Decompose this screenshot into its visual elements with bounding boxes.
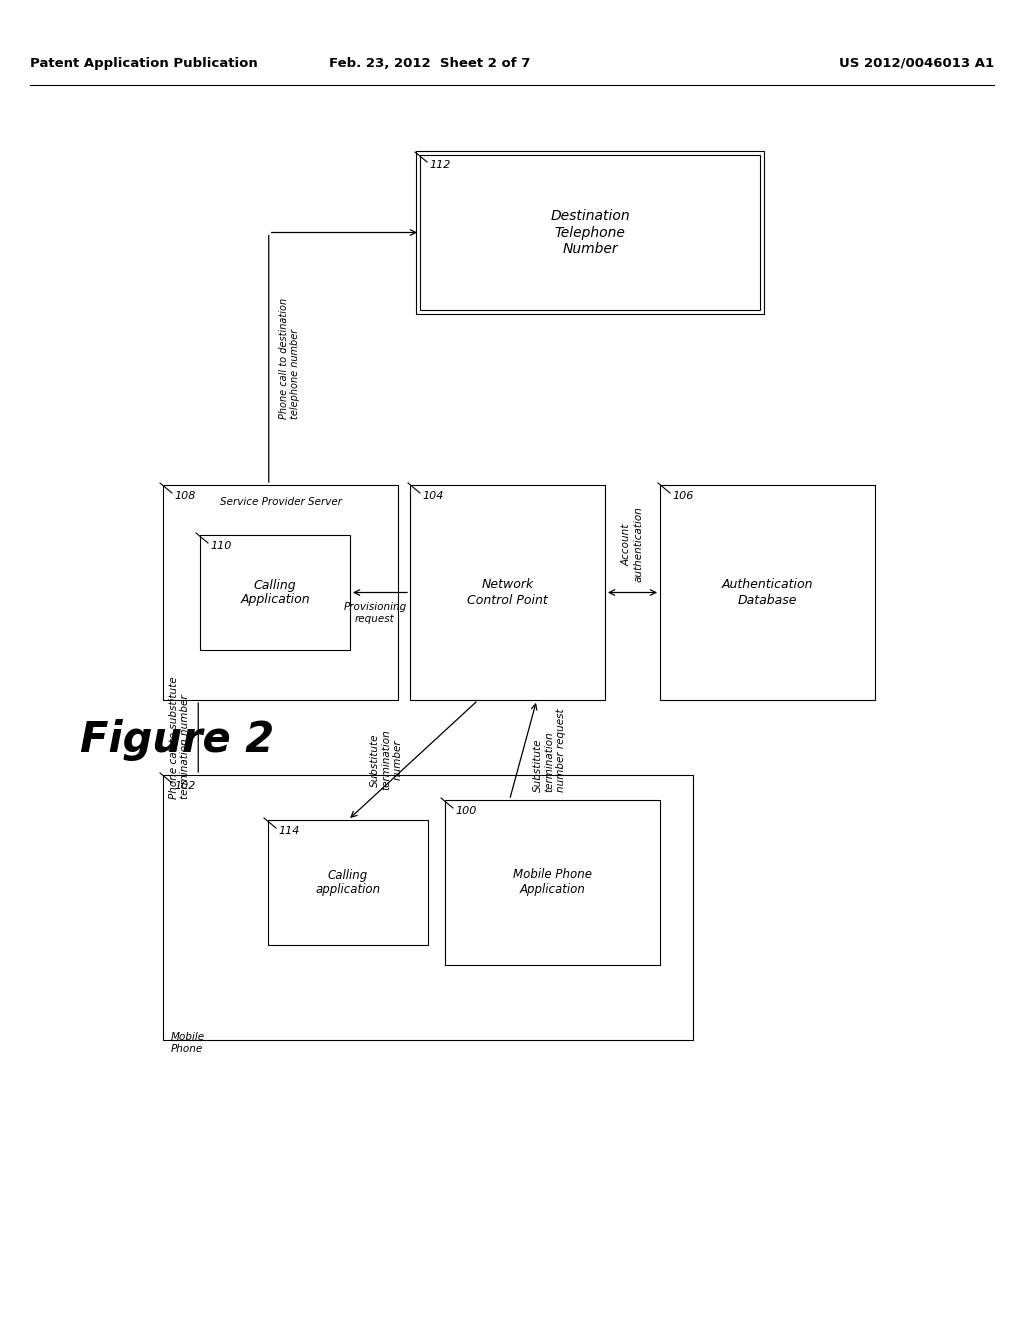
Text: Mobile
Phone: Mobile Phone — [171, 1032, 205, 1053]
Text: Calling
application: Calling application — [315, 869, 381, 896]
Bar — [163, 775, 693, 1040]
Text: Provisioning
request: Provisioning request — [343, 602, 407, 624]
Bar — [420, 154, 760, 310]
Text: Authentication
Database: Authentication Database — [722, 578, 813, 606]
Text: 100: 100 — [455, 807, 476, 816]
Text: Mobile Phone
Application: Mobile Phone Application — [513, 869, 592, 896]
Bar — [410, 484, 605, 700]
Text: Network
Control Point: Network Control Point — [467, 578, 548, 606]
Text: Service Provider Server: Service Provider Server — [219, 498, 341, 507]
Text: US 2012/0046013 A1: US 2012/0046013 A1 — [839, 57, 994, 70]
Text: 114: 114 — [278, 826, 299, 836]
Text: 106: 106 — [672, 491, 693, 502]
Bar — [445, 800, 660, 965]
Bar — [660, 484, 874, 700]
Text: Substitute
termination
number request: Substitute termination number request — [534, 709, 566, 792]
Text: 108: 108 — [174, 491, 196, 502]
Text: Substitute
termination
number: Substitute termination number — [370, 730, 403, 791]
Text: Account
authentication: Account authentication — [622, 507, 643, 582]
Text: 110: 110 — [210, 541, 231, 550]
Text: Figure 2: Figure 2 — [80, 719, 274, 762]
Bar — [163, 484, 398, 700]
Bar — [416, 150, 764, 314]
Text: Feb. 23, 2012  Sheet 2 of 7: Feb. 23, 2012 Sheet 2 of 7 — [330, 57, 530, 70]
Text: Calling
Application: Calling Application — [241, 578, 310, 606]
Text: Phone call to destination
telephone number: Phone call to destination telephone numb… — [279, 298, 300, 420]
Text: Phone call to substitute
termination number: Phone call to substitute termination num… — [169, 676, 190, 799]
Text: 104: 104 — [422, 491, 443, 502]
Text: Patent Application Publication: Patent Application Publication — [30, 57, 258, 70]
Text: 102: 102 — [174, 781, 196, 791]
Text: 112: 112 — [429, 160, 451, 170]
Text: Destination
Telephone
Number: Destination Telephone Number — [550, 210, 630, 256]
Bar — [268, 820, 428, 945]
Bar — [200, 535, 350, 649]
